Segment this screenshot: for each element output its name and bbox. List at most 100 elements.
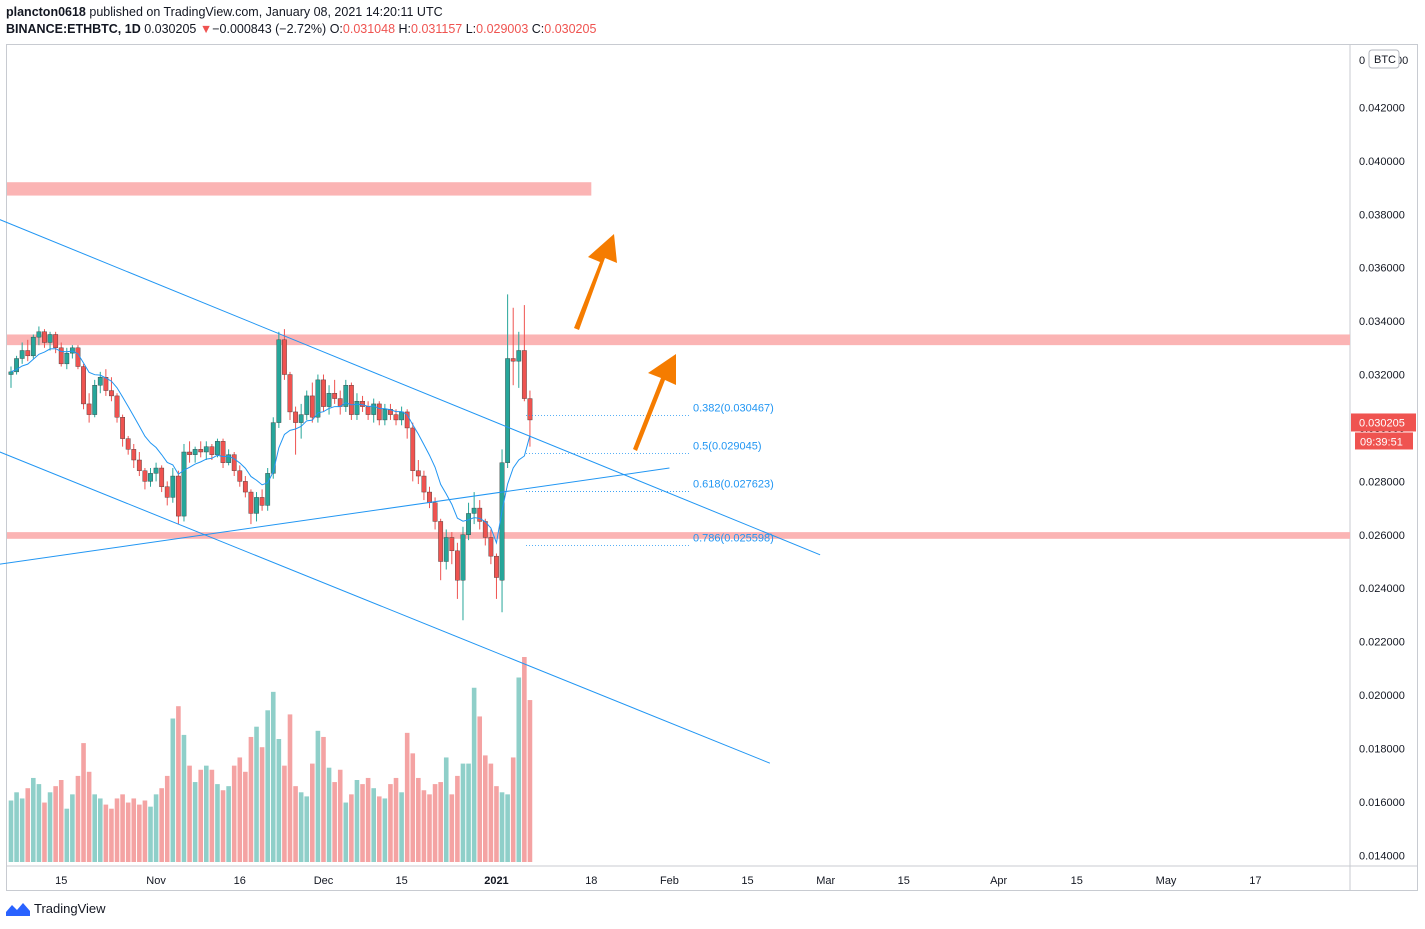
volume-bar	[243, 771, 248, 862]
price-change: −0.000843 (−2.72%)	[212, 22, 327, 36]
candle-body	[14, 358, 19, 373]
candle-body	[304, 395, 310, 415]
trendline-1	[0, 219, 821, 556]
volume-bar	[75, 775, 81, 862]
volume-bar	[125, 802, 131, 862]
volume-bar	[455, 775, 460, 862]
volume-bar	[343, 802, 349, 862]
volume-bar	[376, 796, 382, 862]
price-tick-label: 0	[1359, 55, 1365, 67]
author-name[interactable]: plancton0618	[6, 5, 86, 19]
last-price: 0.030205	[144, 22, 197, 36]
date-tick-label: 17	[1249, 875, 1261, 887]
volume-bar	[231, 765, 237, 862]
volume-bar	[187, 765, 192, 862]
countdown-tag	[1355, 432, 1413, 450]
volume-bar	[443, 757, 449, 862]
resistance-zone-3	[7, 532, 1350, 539]
currency-badge[interactable]	[1368, 49, 1400, 69]
volume-bar	[159, 788, 164, 862]
volume-bar	[131, 798, 137, 862]
candle-body	[42, 331, 47, 343]
candle-body	[298, 414, 304, 423]
volume-bar	[237, 757, 243, 862]
volume-bar	[293, 786, 298, 862]
candle-body	[494, 555, 499, 578]
date-tick-label: 15	[395, 875, 407, 887]
volume-bar	[25, 788, 31, 862]
resistance-zone-2	[7, 334, 1350, 346]
candle-body	[30, 336, 36, 357]
symbol-label[interactable]: BINANCE:ETHBTC, 1D	[6, 22, 141, 36]
volume-bar	[170, 718, 176, 862]
fib-level-label: 0.5(0.029045)	[693, 440, 762, 452]
candle-body	[415, 470, 421, 477]
volume-bar	[254, 726, 259, 862]
candle-body	[58, 347, 64, 365]
candle-body	[282, 339, 287, 375]
date-tick-label: 15	[898, 875, 910, 887]
candle-body	[92, 385, 98, 415]
resistance-zone-1	[7, 182, 592, 196]
volume-bar	[226, 786, 231, 862]
volume-bar	[209, 769, 215, 862]
volume-bar	[399, 792, 404, 862]
candle-body	[25, 350, 31, 357]
tradingview-brand[interactable]: TradingView	[6, 901, 106, 916]
date-tick-label: 18	[585, 875, 597, 887]
candle-body	[159, 467, 165, 487]
open-value: 0.031048	[342, 22, 396, 36]
volume-bar	[153, 794, 159, 862]
candle-body	[287, 374, 293, 413]
volume-bar	[270, 691, 276, 862]
candle-body	[293, 411, 298, 423]
volume-bar	[220, 790, 226, 862]
volume-bar	[8, 800, 14, 862]
volume-bar	[527, 700, 533, 862]
volume-bar	[349, 794, 354, 862]
candle-body	[203, 446, 209, 453]
last-price-label: 0.030205	[1359, 417, 1405, 429]
candle-body	[488, 537, 494, 557]
candle-body	[215, 441, 220, 455]
volume-bar	[477, 716, 483, 862]
candle-body	[276, 339, 282, 423]
candle-body	[382, 409, 388, 421]
price-tick-label: 0.038000	[1359, 209, 1405, 221]
candle-body	[103, 377, 109, 391]
candle-body	[192, 449, 198, 455]
volume-bar	[326, 767, 332, 862]
ohlc-legend: BINANCE:ETHBTC, 1D 0.030205 ▼−0.000843 (…	[6, 22, 596, 36]
volume-bar	[510, 757, 516, 862]
fib-level-label: 0.382(0.030467)	[693, 402, 774, 414]
volume-bar	[499, 792, 505, 862]
volume-bar	[494, 786, 499, 862]
candle-body	[198, 449, 204, 453]
volume-bar	[176, 706, 181, 862]
candle-body	[399, 411, 404, 421]
candle-body	[432, 502, 438, 522]
volume-bar	[192, 782, 198, 862]
volume-bar	[92, 794, 97, 862]
candle-body	[153, 467, 159, 474]
candle-body	[427, 491, 432, 503]
tradingview-logo-icon	[6, 902, 30, 916]
candle-body	[343, 385, 349, 407]
candle-body	[505, 358, 511, 463]
volume-bar	[410, 753, 416, 862]
volume-bar	[142, 800, 148, 862]
volume-bar	[460, 763, 466, 862]
candle-body	[259, 497, 265, 506]
volume-bar	[31, 777, 36, 862]
volume-bar	[471, 687, 477, 862]
volume-bar	[449, 794, 455, 862]
volume-bar	[354, 780, 360, 862]
volume-bar	[215, 784, 220, 862]
candle-body	[421, 475, 427, 493]
candle-body	[460, 534, 466, 581]
candle-body	[187, 451, 192, 455]
candle-body	[376, 403, 382, 421]
candle-body	[120, 417, 126, 439]
candle-body	[142, 470, 148, 482]
